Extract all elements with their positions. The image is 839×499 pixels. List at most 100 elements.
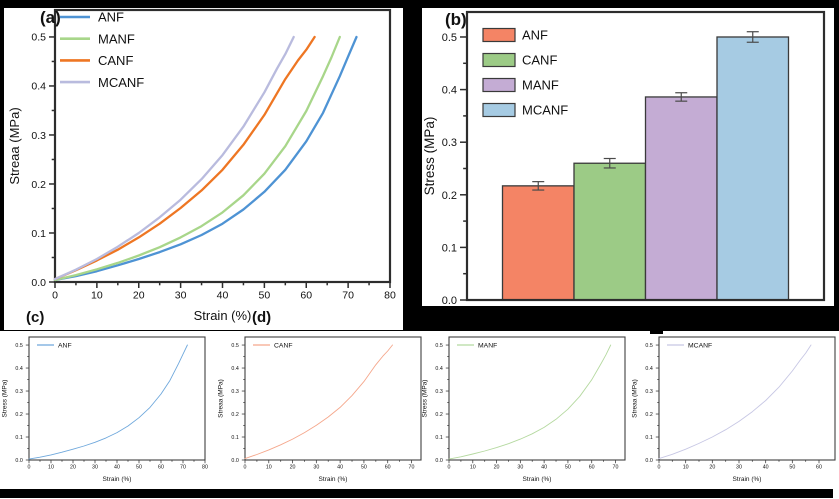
x-axis-label: Strain (%) (103, 476, 132, 483)
series-line-canf (53, 35, 316, 281)
y-tick-label: 0.4 (435, 366, 442, 372)
x-tick-label: 30 (313, 464, 319, 470)
series-line-manf (448, 344, 612, 460)
bar-canf (573, 162, 647, 301)
panel-c4-mcanf-line-chart: 0 10 20 30 40 50 60 0.0 0.1 0.2 0.3 0.4 0.5 Strain (%… (632, 336, 836, 483)
y-tick-label: 0.4 (231, 366, 238, 372)
x-tick-label: 20 (70, 464, 76, 470)
x-tick-label: 20 (709, 464, 715, 470)
x-tick-label: 50 (259, 289, 271, 301)
y-tick-label: 0.4 (31, 81, 46, 93)
y-tick-label: 0.4 (15, 366, 22, 372)
x-tick-label: 40 (217, 289, 229, 301)
x-tick-label: 30 (517, 464, 523, 470)
y-tick-label: 0.3 (435, 389, 442, 395)
panel-d-label: (d) (252, 309, 272, 326)
y-tick-label: 0.2 (442, 190, 457, 202)
plot-box (28, 336, 206, 461)
x-tick-label: 40 (337, 464, 343, 470)
y-tick-label: 0.0 (231, 458, 238, 464)
series-line-anf (28, 344, 188, 460)
legend-swatch-manf (482, 77, 516, 93)
y-tick-label: 0.5 (31, 32, 46, 44)
y-axis-label: Stress (MPa) (2, 380, 9, 418)
y-tick-label: 0.0 (645, 458, 652, 464)
legend-swatch-canf (482, 52, 516, 68)
x-tick-label: 60 (158, 464, 164, 470)
legend-label-manf: MANF (98, 31, 135, 46)
panel-b-bar-chart: 0.0 0.1 0.2 0.3 0.4 0.5 Stress (MPa) ANF CANF MAN… (422, 10, 826, 306)
x-axis-label: Strain (%) (194, 308, 252, 323)
series-line-anf (53, 35, 358, 282)
y-tick-label: 0.4 (442, 85, 457, 97)
x-tick-label: 30 (175, 289, 187, 301)
panel-a-label: (a) (40, 8, 61, 27)
y-tick-label: 0.3 (31, 130, 46, 142)
x-tick-label: 70 (613, 464, 619, 470)
x-axis-label: Strain (%) (319, 476, 348, 483)
y-tick-label: 0.5 (435, 343, 442, 349)
legend-label-mcanf: MCANF (522, 103, 568, 118)
y-tick-label: 0.5 (645, 343, 652, 349)
x-tick-label: 20 (494, 464, 500, 470)
x-tick-label: 70 (409, 464, 415, 470)
bar-anf (501, 185, 575, 301)
x-tick-label: 50 (361, 464, 367, 470)
x-tick-label: 50 (565, 464, 571, 470)
y-tick-label: 0.2 (645, 412, 652, 418)
x-tick-label: 30 (736, 464, 742, 470)
panel-b-background: 0.0 0.1 0.2 0.3 0.4 0.5 Stress (MPa) ANF CANF MAN… (422, 8, 834, 306)
bottom-row-background: 0 10 20 30 40 50 60 70 80 0.0 0.1 0.2 0.3 0.4 0.5 Strai… (0, 331, 839, 499)
y-tick-label: 0.5 (442, 32, 457, 44)
y-tick-label: 0.5 (231, 343, 238, 349)
y-tick-label: 0.3 (645, 389, 652, 395)
series-line-manf (53, 35, 341, 282)
x-tick-label: 50 (136, 464, 142, 470)
y-tick-label: 0.5 (15, 343, 22, 349)
x-axis-label: Strain (%) (733, 476, 762, 483)
x-tick-label: 10 (48, 464, 54, 470)
x-tick-label: 10 (266, 464, 272, 470)
panel-b-label: (b) (445, 10, 467, 29)
y-tick-label: 0.1 (231, 435, 238, 441)
x-axis-label: Strain (%) (523, 476, 552, 483)
y-tick-label: 0.3 (442, 137, 457, 149)
y-tick-label: 0.2 (435, 412, 442, 418)
series-line-mcanf (53, 35, 295, 281)
x-tick-label: 10 (91, 289, 103, 301)
x-tick-label: 60 (300, 289, 312, 301)
legend-label-manf: MANF (522, 78, 559, 93)
legend-label-canf: CANF (98, 53, 133, 68)
x-tick-label: 70 (342, 289, 354, 301)
plot-box (53, 8, 392, 284)
y-tick-label: 0.1 (31, 228, 46, 240)
plot-box (448, 336, 626, 461)
legend-label-manf: MANF (478, 342, 497, 349)
x-tick-label: 0 (658, 464, 661, 470)
x-tick-label: 80 (384, 289, 396, 301)
x-tick-label: 10 (470, 464, 476, 470)
separator-notch (650, 325, 663, 334)
series-line-mcanf (658, 344, 812, 460)
x-tick-label: 60 (589, 464, 595, 470)
legend-label-mcanf: MCANF (98, 75, 144, 90)
x-tick-label: 40 (114, 464, 120, 470)
x-tick-label: 60 (816, 464, 822, 470)
y-axis-label: Streaa (MPa) (218, 379, 225, 418)
panel-c-label: (c) (26, 309, 45, 326)
x-tick-label: 0 (28, 464, 31, 470)
legend-label-anf: ANF (98, 10, 124, 25)
y-tick-label: 0.0 (15, 458, 22, 464)
y-axis-label: Stress (MPa) (422, 117, 437, 196)
x-tick-label: 10 (683, 464, 689, 470)
y-tick-label: 0.1 (645, 435, 652, 441)
panel-c2-canf-line-chart: 0 10 20 30 40 50 60 70 0.0 0.1 0.2 0.3 0.4 0.5 Strain … (218, 336, 422, 483)
y-tick-label: 0.0 (442, 295, 457, 306)
x-tick-label: 20 (133, 289, 145, 301)
bar-manf (644, 96, 718, 301)
plot-box (244, 336, 422, 461)
panel-a-background: 0 10 20 30 40 50 60 70 80 0.0 0.1 0.2 0.3 0.4 0.5 Strai… (4, 8, 403, 330)
x-tick-label: 80 (202, 464, 208, 470)
y-tick-label: 0.2 (31, 179, 46, 191)
x-tick-label: 0 (448, 464, 451, 470)
